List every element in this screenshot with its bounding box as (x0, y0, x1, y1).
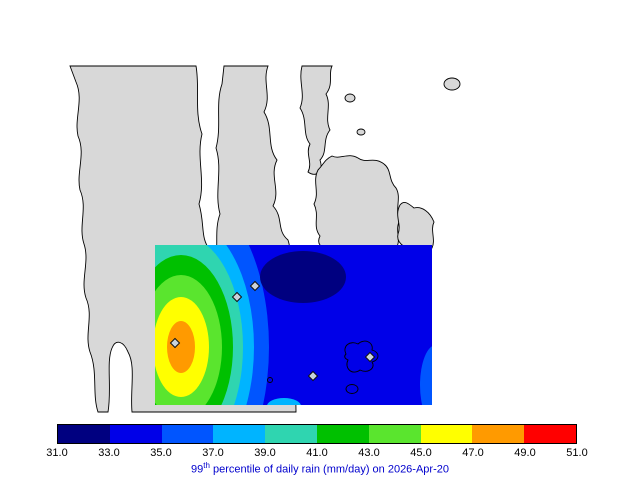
station-markers (169, 280, 376, 382)
islet (344, 93, 356, 103)
island-outline (345, 384, 359, 394)
station-marker (169, 337, 181, 349)
colorbar-segment (472, 425, 525, 443)
colorbar-tick-label: 45.0 (410, 447, 432, 459)
contour-band-37-39-south (267, 398, 301, 405)
islet (443, 77, 461, 91)
colorbar (57, 424, 577, 444)
station-marker (249, 280, 261, 292)
station-marker (307, 370, 319, 382)
colorbar-tick-label: 35.0 (150, 447, 172, 459)
colorbar-ticks: 31.0 33.0 35.0 37.0 39.0 41.0 43.0 45.0 47.0 49.0… (46, 447, 587, 460)
colorbar-tick-label: 37.0 (202, 447, 224, 459)
contour-band-31-33-minimum (260, 251, 346, 303)
contour-field (155, 245, 432, 405)
colorbar-segment (524, 425, 576, 443)
island-outline (267, 377, 273, 383)
coastline-island-central (313, 155, 401, 249)
colorbar-caption: 99th percentile of daily rain (mm/day) o… (0, 461, 640, 476)
colorbar-tick-label: 33.0 (98, 447, 120, 459)
colorbar-segment (109, 425, 162, 443)
caption-text: percentile of daily rain (mm/day) on 202… (209, 463, 449, 476)
colorbar-segment (161, 425, 214, 443)
contour-band-35-37-east (420, 346, 432, 405)
contour-band-47-49-maximum (167, 321, 195, 373)
colorbar-tick-label: 49.0 (514, 447, 536, 459)
station-marker (364, 351, 376, 363)
colorbar-tick-label: 31.0 (46, 447, 68, 459)
colorbar-segment (420, 425, 473, 443)
station-marker (231, 291, 243, 303)
colorbar-segment (368, 425, 421, 443)
island-outline (344, 340, 379, 373)
colorbar-segment (265, 425, 317, 443)
colorbar-tick-label: 39.0 (254, 447, 276, 459)
colorbar-segment (58, 425, 110, 443)
coastline-island-east (397, 201, 435, 249)
colorbar-tick-label: 41.0 (306, 447, 328, 459)
islet (356, 128, 366, 136)
caption-superscript: th (203, 461, 210, 470)
colorbar-tick-label: 47.0 (462, 447, 484, 459)
colorbar-segment (316, 425, 369, 443)
colorbar-tick-label: 51.0 (566, 447, 588, 459)
caption-value: 99 (191, 463, 204, 476)
colorbar-tick-label: 43.0 (358, 447, 380, 459)
colorbar-segment (213, 425, 266, 443)
